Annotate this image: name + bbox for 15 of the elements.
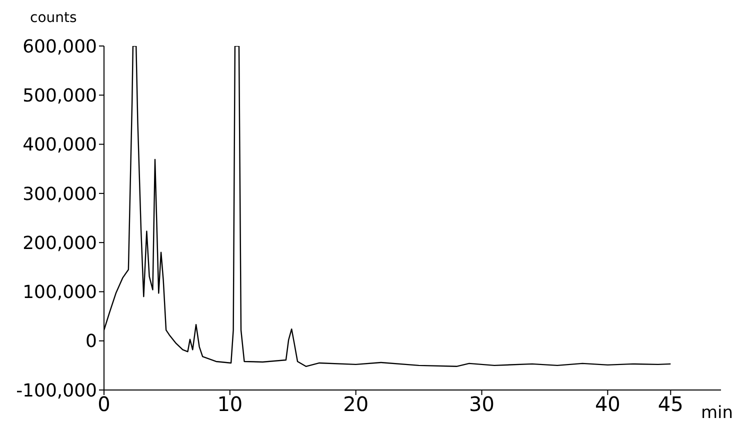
- x-tick-label: 45: [658, 392, 684, 416]
- y-tick-label: 500,000: [22, 86, 97, 107]
- y-tick-label: 300,000: [22, 184, 97, 205]
- y-axis-title: counts: [30, 10, 77, 26]
- y-tick-label: 200,000: [22, 232, 97, 254]
- x-tick-label: 10: [217, 392, 243, 416]
- y-tick-label: 400,000: [22, 134, 97, 156]
- x-axis-title: min: [700, 403, 733, 423]
- x-tick-label: 20: [343, 392, 369, 416]
- x-tick-label: 30: [469, 392, 494, 416]
- y-tick-label: 600,000: [22, 36, 97, 58]
- y-tick-label: 100,000: [22, 282, 97, 304]
- y-tick-label: 0: [86, 331, 97, 352]
- x-tick-label: 40: [594, 392, 620, 416]
- y-tick-label: -100,000: [16, 380, 97, 402]
